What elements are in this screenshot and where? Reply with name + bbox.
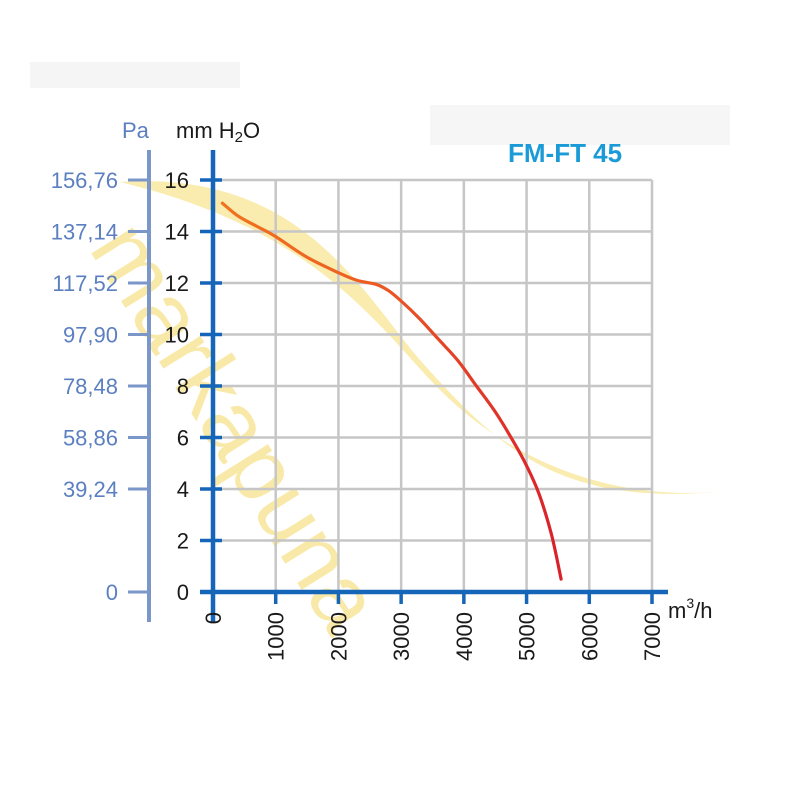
chart-title: FM-FT 45 [508, 138, 622, 168]
mm-tick-label: 12 [165, 271, 189, 296]
fan-curve-line [220, 201, 563, 581]
pa-tick-label: 97,90 [63, 323, 118, 348]
mm-tick-label: 0 [177, 580, 189, 605]
mm-tick-label: 4 [177, 477, 189, 502]
x-tick-label: 5000 [515, 612, 540, 661]
pa-tick-label: 117,52 [52, 271, 118, 296]
watermark-text: markapuna [71, 205, 402, 650]
pa-tick-label: 156,76 [51, 168, 118, 193]
x-tick-label: 7000 [640, 612, 665, 661]
pa-axis-title: Pa [122, 118, 150, 143]
x-axis-unit: m3/h [668, 595, 712, 623]
mm-tick-label: 8 [177, 374, 189, 399]
x-tick-label: 3000 [389, 612, 414, 661]
x-tick-label: 2000 [326, 612, 351, 661]
x-tick-label: 0 [201, 612, 226, 624]
pa-tick-label: 0 [106, 580, 118, 605]
x-tick-label: 4000 [452, 612, 477, 661]
watermark: markapuna [71, 181, 715, 650]
pa-tick-label: 78,48 [63, 374, 118, 399]
pa-tick-label: 137,14 [51, 220, 118, 245]
pa-tick-labels: 0 39,24 58,86 78,48 97,90 117,52 137,14 156,76 [51, 168, 149, 605]
x-tick-label: 1000 [264, 612, 289, 661]
mm-tick-label: 2 [177, 529, 189, 554]
mm-tick-label: 14 [165, 220, 189, 245]
mm-tick-label: 16 [165, 168, 189, 193]
background-smudges [30, 62, 730, 145]
pa-tick-label: 39,24 [63, 477, 118, 502]
pa-tick-label: 58,86 [63, 426, 118, 451]
x-tick-labels: 0 1000 2000 3000 4000 5000 6000 7000 [201, 592, 665, 661]
x-tick-label: 6000 [577, 612, 602, 661]
mm-tick-labels: 0 2 4 6 8 10 12 14 16 [165, 168, 222, 605]
mm-axis-title: mm H2O [176, 118, 260, 146]
mm-tick-label: 10 [165, 323, 189, 348]
mm-tick-label: 6 [177, 426, 189, 451]
